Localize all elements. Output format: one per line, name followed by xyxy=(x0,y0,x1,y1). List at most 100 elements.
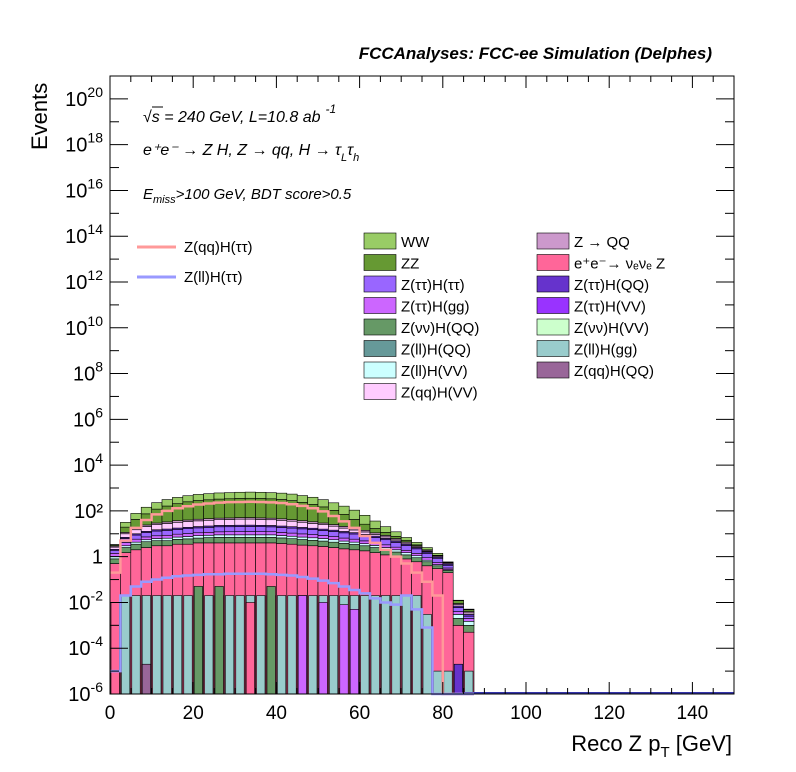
stack-bar-4-32 xyxy=(442,564,454,569)
stack-bar-3-24 xyxy=(359,540,371,544)
stack-bar-3-3 xyxy=(140,536,152,541)
single-bar-2-13 xyxy=(245,602,255,695)
stack-bar-1-25 xyxy=(369,547,381,553)
stack-bar-6-22 xyxy=(338,527,350,532)
x-axis-label-sub: T xyxy=(660,744,669,761)
stack-bar-2-20 xyxy=(317,538,329,542)
stack-bar-3-5 xyxy=(161,534,173,539)
stack-bar-3-1 xyxy=(120,542,132,547)
stack-bar-6-17 xyxy=(286,520,298,527)
stack-bar-1-28 xyxy=(400,554,412,560)
stack-bar-2-19 xyxy=(307,537,319,541)
stack-bar-9-7 xyxy=(182,495,194,503)
stack-bar-1-29 xyxy=(411,557,423,563)
legend-bg-swatch xyxy=(536,254,570,271)
stack-bar-9-6 xyxy=(172,497,184,504)
legend-bg-label: Z(ττ)H(gg) xyxy=(401,299,470,316)
stack-bar-9-18 xyxy=(296,495,308,503)
stack-bar-2-13 xyxy=(244,534,256,538)
stack-bar-8-27 xyxy=(390,536,402,539)
stack-bar-1-33 xyxy=(452,618,464,626)
stack-bar-4-27 xyxy=(390,542,402,548)
legend-signals: Z(qq)H(ττ) Z(ll)H(ττ) xyxy=(137,239,253,286)
stack-bar-4-12 xyxy=(234,526,246,532)
legend-bg-swatch xyxy=(536,297,570,314)
stack-bar-6-3 xyxy=(140,526,152,532)
stack-bar-6-5 xyxy=(161,523,173,530)
single-bar-0-12 xyxy=(235,595,245,695)
legend-bg-swatch xyxy=(363,275,397,293)
x-axis-label: Reco Z pT [GeV] xyxy=(571,731,732,761)
stack-bar-1-12 xyxy=(234,537,246,544)
stack-bar-6-14 xyxy=(255,519,267,526)
stack-bar-6-23 xyxy=(348,529,360,533)
stack-bar-2-6 xyxy=(172,536,184,540)
y-tick-label: 10-2 xyxy=(68,587,103,614)
x-tick-label: 120 xyxy=(593,703,625,724)
single-bar-1-10 xyxy=(214,586,224,695)
annotation-cut-rest: >100 GeV, BDT score>0.5 xyxy=(176,186,352,203)
single-bar-1-8 xyxy=(193,586,203,695)
stack-bar-4-23 xyxy=(348,533,360,540)
stack-bar-1-30 xyxy=(421,561,433,567)
single-bar-0-21 xyxy=(329,595,339,695)
stack-bar-9-12 xyxy=(234,491,246,499)
legend-bg-swatch xyxy=(536,340,570,357)
stack-bar-2-34 xyxy=(463,621,475,626)
single-bar-4-22 xyxy=(339,604,349,695)
stack-bar-1-34 xyxy=(463,625,475,633)
single-bar-0-7 xyxy=(183,595,193,695)
y-axis-ticks: 10-6 10-4 10-2 1 10² 104 106 108 1010 1012 1014 101… xyxy=(65,75,734,706)
legend-bg-label: Z(qq)H(VV) xyxy=(401,385,478,402)
stack-bar-3-33 xyxy=(452,611,464,615)
single-bar-0-16 xyxy=(277,595,287,695)
stack-bar-1-13 xyxy=(244,537,256,544)
stack-bar-1-2 xyxy=(130,543,142,551)
stack-bar-9-0 xyxy=(109,544,121,546)
y-tick-label: 1016 xyxy=(65,175,103,202)
stack-bar-9-14 xyxy=(255,491,267,499)
stack-bar-9-2 xyxy=(130,513,142,520)
stack-bar-3-18 xyxy=(296,533,308,538)
stack-bar-9-1 xyxy=(120,522,132,528)
stack-bar-9-31 xyxy=(432,553,444,556)
stack-bar-1-8 xyxy=(192,537,204,544)
annotation-cut: Emiss>100 GeV, BDT score>0.5 xyxy=(143,186,352,206)
stack-bar-2-4 xyxy=(151,538,163,541)
annotation-process-sub-l: L xyxy=(341,152,347,164)
stack-bar-3-28 xyxy=(400,549,412,553)
stack-bar-4-28 xyxy=(400,545,412,551)
legend-bg-swatch xyxy=(363,340,397,357)
single-bar-0-5 xyxy=(162,595,172,695)
stack-bar-3-12 xyxy=(234,531,246,536)
x-tick-label: 140 xyxy=(677,703,709,724)
stack-bar-3-19 xyxy=(307,534,319,539)
y-tick-label: 1012 xyxy=(65,267,103,294)
stack-bar-8-19 xyxy=(307,504,319,523)
annotation-cut-e: E xyxy=(143,186,154,203)
legend-bg-swatch xyxy=(536,361,570,379)
stack-bar-8-24 xyxy=(359,523,371,531)
stack-bar-3-14 xyxy=(255,531,267,536)
legend-bg-swatch xyxy=(363,383,397,400)
y-tick-label: 10-6 xyxy=(68,679,103,706)
stack-bar-3-16 xyxy=(276,532,288,536)
single-bar-0-9 xyxy=(204,595,214,695)
stack-bar-4-9 xyxy=(203,527,215,533)
stack-bar-6-20 xyxy=(317,524,329,530)
x-tick-label: 0 xyxy=(105,703,116,724)
legend-bg-label: Z(ττ)H(QQ) xyxy=(574,277,649,294)
stack-bar-6-1 xyxy=(120,533,132,538)
stack-bar-9-27 xyxy=(390,531,402,537)
stack-bar-3-20 xyxy=(317,535,329,539)
stack-bar-9-32 xyxy=(442,561,454,563)
legend-bg-swatch xyxy=(363,297,397,314)
legend-bg-swatch xyxy=(363,318,397,336)
single-bar-5-33 xyxy=(453,663,463,695)
stack-bar-3-8 xyxy=(192,532,204,536)
stack-bar-4-11 xyxy=(224,526,236,533)
stack-bar-1-3 xyxy=(140,541,152,548)
stack-bar-3-23 xyxy=(348,538,360,543)
stack-bar-6-2 xyxy=(130,529,142,535)
